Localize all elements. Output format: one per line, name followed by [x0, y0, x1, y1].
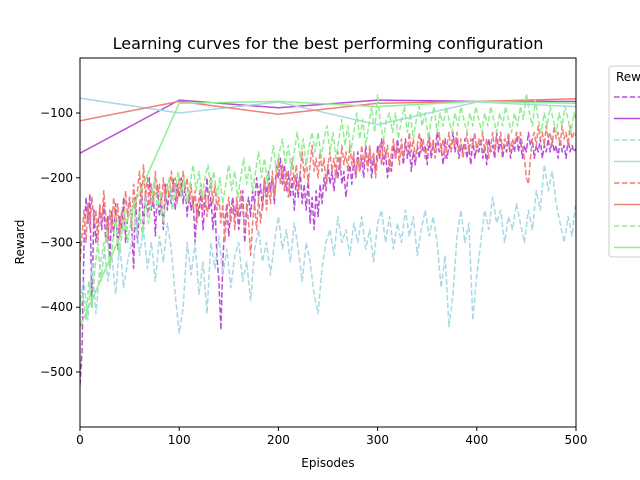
legend-entries — [614, 96, 640, 249]
legend-title: Rew — [616, 70, 640, 84]
y-tick-label: −300 — [40, 236, 73, 250]
series-line-7 — [80, 92, 576, 321]
x-tick-label: 400 — [465, 433, 488, 447]
x-tick-label: 200 — [267, 433, 290, 447]
series-layer — [80, 92, 576, 385]
y-tick-label: −400 — [40, 300, 73, 314]
x-axis-label: Episodes — [301, 456, 354, 470]
y-tick-label: −100 — [40, 106, 73, 120]
series-line-3 — [80, 164, 576, 334]
series-line-4 — [80, 97, 576, 126]
series-line-8 — [80, 100, 576, 328]
series-line-5 — [80, 125, 576, 262]
legend: Rew — [608, 65, 640, 258]
y-tick-label: −500 — [40, 365, 73, 379]
y-axis-label: Reward — [13, 220, 27, 265]
x-axis: 0 100 200 300 400 500 — [76, 427, 587, 447]
chart-title: Learning curves for the best performing … — [113, 34, 544, 53]
x-tick-label: 300 — [366, 433, 389, 447]
x-tick-label: 100 — [168, 433, 191, 447]
x-tick-label: 0 — [76, 433, 84, 447]
y-tick-label: −200 — [40, 171, 73, 185]
x-tick-label: 500 — [565, 433, 588, 447]
y-axis: −500 −400 −300 −200 −100 — [40, 106, 80, 379]
